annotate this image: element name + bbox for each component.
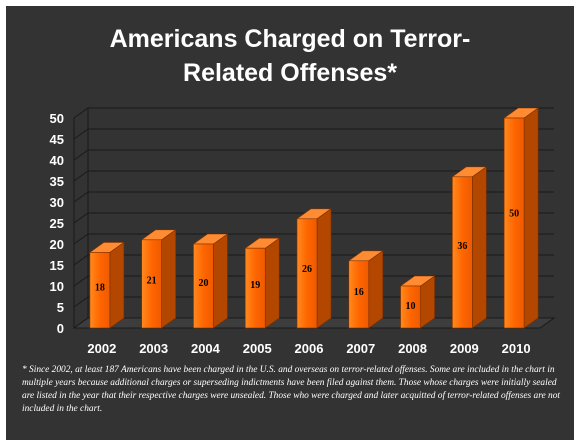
bar-2008: 10 bbox=[399, 275, 436, 329]
bar-2007: 16 bbox=[347, 250, 384, 329]
data-label: 19 bbox=[250, 280, 260, 291]
x-tick-label: 2010 bbox=[502, 341, 531, 356]
x-tick-label: 2005 bbox=[243, 341, 272, 356]
bar-2009: 36 bbox=[451, 166, 488, 329]
x-axis-tick-labels: 2002 2003 2004 2005 2006 2007 2008 2009 2010 bbox=[87, 341, 530, 356]
data-label: 21 bbox=[147, 275, 157, 286]
y-tick-label: 45 bbox=[50, 132, 64, 147]
bar-2005: 19 bbox=[244, 237, 281, 329]
y-tick-label: 30 bbox=[50, 195, 64, 210]
y-tick-label: 50 bbox=[50, 111, 64, 126]
x-tick-label: 2008 bbox=[398, 341, 427, 356]
x-tick-label: 2009 bbox=[450, 341, 479, 356]
chart-title-line-2: Related Offenses* bbox=[183, 59, 397, 87]
bar-2002: 18 bbox=[88, 241, 125, 329]
bar-2006: 26 bbox=[296, 208, 332, 329]
chart-title-line-1: Americans Charged on Terror- bbox=[109, 25, 471, 53]
chart-title: Americans Charged on Terror- Related Off… bbox=[6, 22, 574, 90]
bar-2004: 20 bbox=[192, 233, 229, 329]
y-tick-label: 15 bbox=[50, 258, 64, 273]
x-tick-label: 2004 bbox=[191, 341, 221, 356]
x-tick-label: 2002 bbox=[87, 341, 116, 356]
y-tick-label: 40 bbox=[50, 153, 64, 168]
bar-2003: 21 bbox=[140, 229, 177, 329]
y-tick-label: 25 bbox=[50, 216, 64, 231]
y-tick-label: 35 bbox=[50, 174, 64, 189]
data-label: 20 bbox=[198, 278, 208, 289]
data-label: 16 bbox=[354, 287, 364, 298]
bars: 18 21 20 19 26 16 10 36 50 bbox=[88, 107, 540, 329]
data-label: 18 bbox=[95, 282, 105, 293]
x-tick-label: 2007 bbox=[346, 341, 375, 356]
y-axis-tick-labels: 0 5 10 15 20 25 30 35 40 45 50 bbox=[50, 111, 64, 336]
y-tick-label: 5 bbox=[57, 300, 64, 315]
chart-footnote: * Since 2002, at least 187 Americans hav… bbox=[22, 365, 560, 414]
y-tick-label: 20 bbox=[50, 237, 64, 252]
data-label: 26 bbox=[302, 264, 312, 275]
y-tick-label: 10 bbox=[50, 279, 64, 294]
x-tick-label: 2006 bbox=[295, 341, 324, 356]
data-label: 50 bbox=[509, 209, 519, 220]
bar-2010: 50 bbox=[503, 107, 540, 329]
data-label: 36 bbox=[457, 241, 467, 252]
x-tick-label: 2003 bbox=[139, 341, 168, 356]
data-label: 10 bbox=[406, 301, 416, 312]
y-tick-label: 0 bbox=[57, 321, 64, 336]
